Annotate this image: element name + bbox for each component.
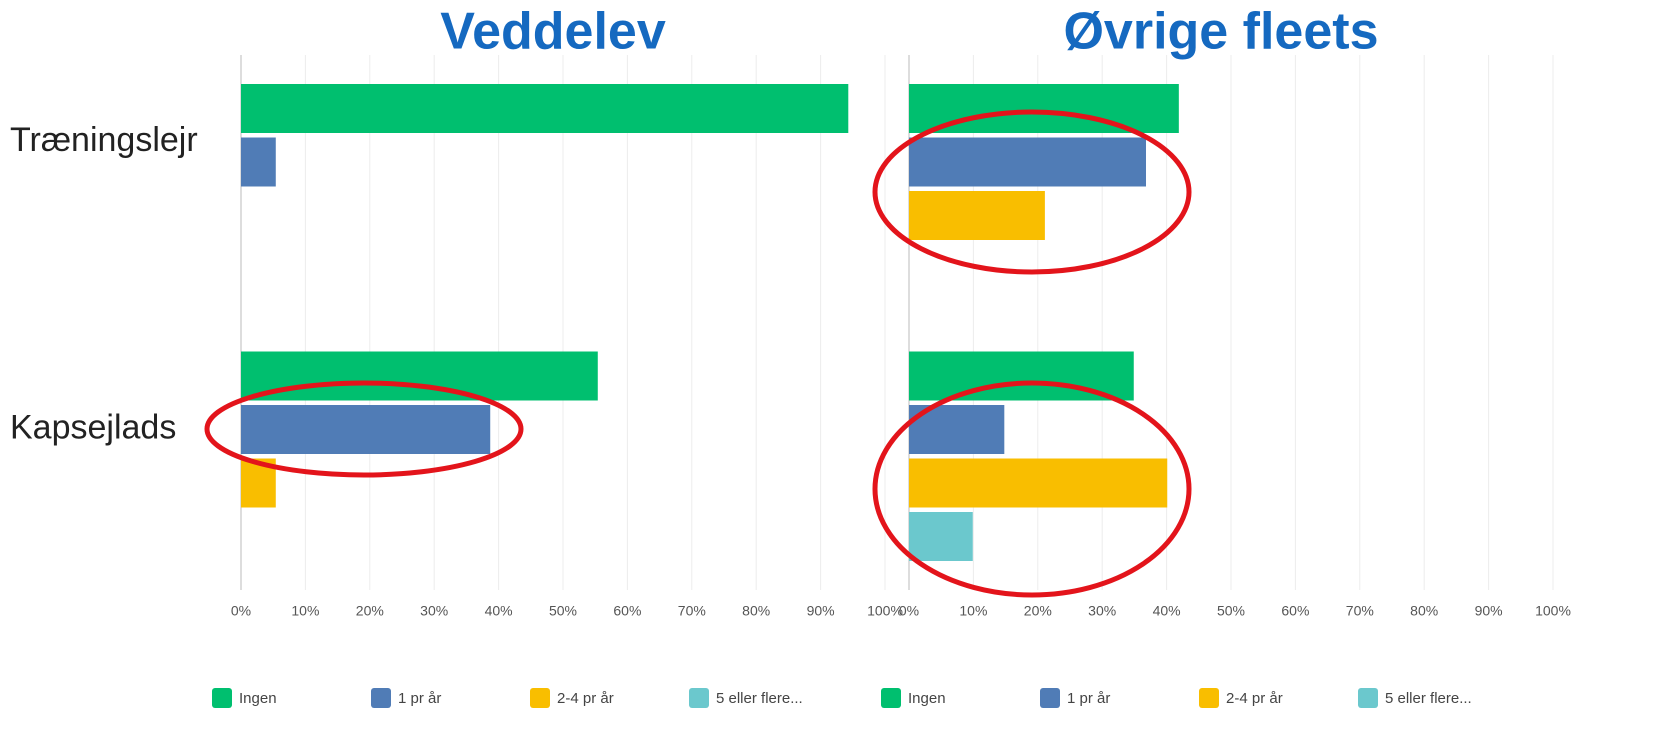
legend-label: Ingen <box>239 690 277 707</box>
category-label: Træningslejr <box>10 121 198 159</box>
legend-swatch <box>881 688 901 708</box>
annotations <box>204 109 1192 598</box>
x-tick-label: 70% <box>678 603 706 619</box>
bar <box>241 84 849 133</box>
x-tick-label: 80% <box>742 603 770 619</box>
legend-label: 5 eller flere... <box>1385 690 1472 707</box>
x-tick-label: 90% <box>1475 603 1503 619</box>
x-tick-label: 20% <box>356 603 384 619</box>
x-tick-label: 0% <box>231 603 251 619</box>
x-tick-label: 60% <box>1281 603 1309 619</box>
x-tick-label: 100% <box>867 603 903 619</box>
legend-swatch <box>1040 688 1060 708</box>
plots: Veddelev 0% 10% 20% 30% 40% 50% 60% 70% 80% 90% 100… <box>10 3 1571 708</box>
bar <box>909 137 1146 187</box>
x-tick-label: 80% <box>1410 603 1438 619</box>
x-tick-label: 70% <box>1346 603 1374 619</box>
bar <box>241 405 491 454</box>
x-tick-label: 30% <box>420 603 448 619</box>
chart-title: Øvrige fleets <box>1063 3 1378 61</box>
highlight-ellipse <box>204 380 524 478</box>
legend-swatch <box>371 688 391 708</box>
category-label: Kapsejlads <box>10 408 176 446</box>
bar <box>241 137 276 187</box>
x-tick-label: 10% <box>291 603 319 619</box>
bar <box>909 458 1168 508</box>
x-tick-label: 40% <box>485 603 513 619</box>
legend-label: 1 pr år <box>398 690 441 707</box>
highlight-ellipse <box>872 109 1192 275</box>
x-tick-label: 10% <box>959 603 987 619</box>
x-tick-label: 30% <box>1088 603 1116 619</box>
legend-label: 5 eller flere... <box>716 690 803 707</box>
highlight-ellipse <box>872 380 1192 598</box>
legend-label: Ingen <box>908 690 946 707</box>
x-tick-label: 20% <box>1024 603 1052 619</box>
legend-swatch <box>212 688 232 708</box>
legend-swatch <box>689 688 709 708</box>
x-tick-label: 50% <box>549 603 577 619</box>
bar <box>909 191 1045 240</box>
legend-label: 2-4 pr år <box>557 690 614 707</box>
legend-swatch <box>530 688 550 708</box>
x-tick-label: 40% <box>1153 603 1181 619</box>
legend-label: 2-4 pr år <box>1226 690 1283 707</box>
legend-label: 1 pr år <box>1067 690 1110 707</box>
legend-swatch <box>1199 688 1219 708</box>
x-tick-label: 0% <box>899 603 919 619</box>
chart-title: Veddelev <box>440 3 666 61</box>
bar <box>241 351 598 401</box>
x-tick-label: 100% <box>1535 603 1571 619</box>
x-tick-label: 50% <box>1217 603 1245 619</box>
bar <box>909 512 973 561</box>
legend-swatch <box>1358 688 1378 708</box>
x-tick-label: 60% <box>613 603 641 619</box>
x-tick-label: 90% <box>807 603 835 619</box>
